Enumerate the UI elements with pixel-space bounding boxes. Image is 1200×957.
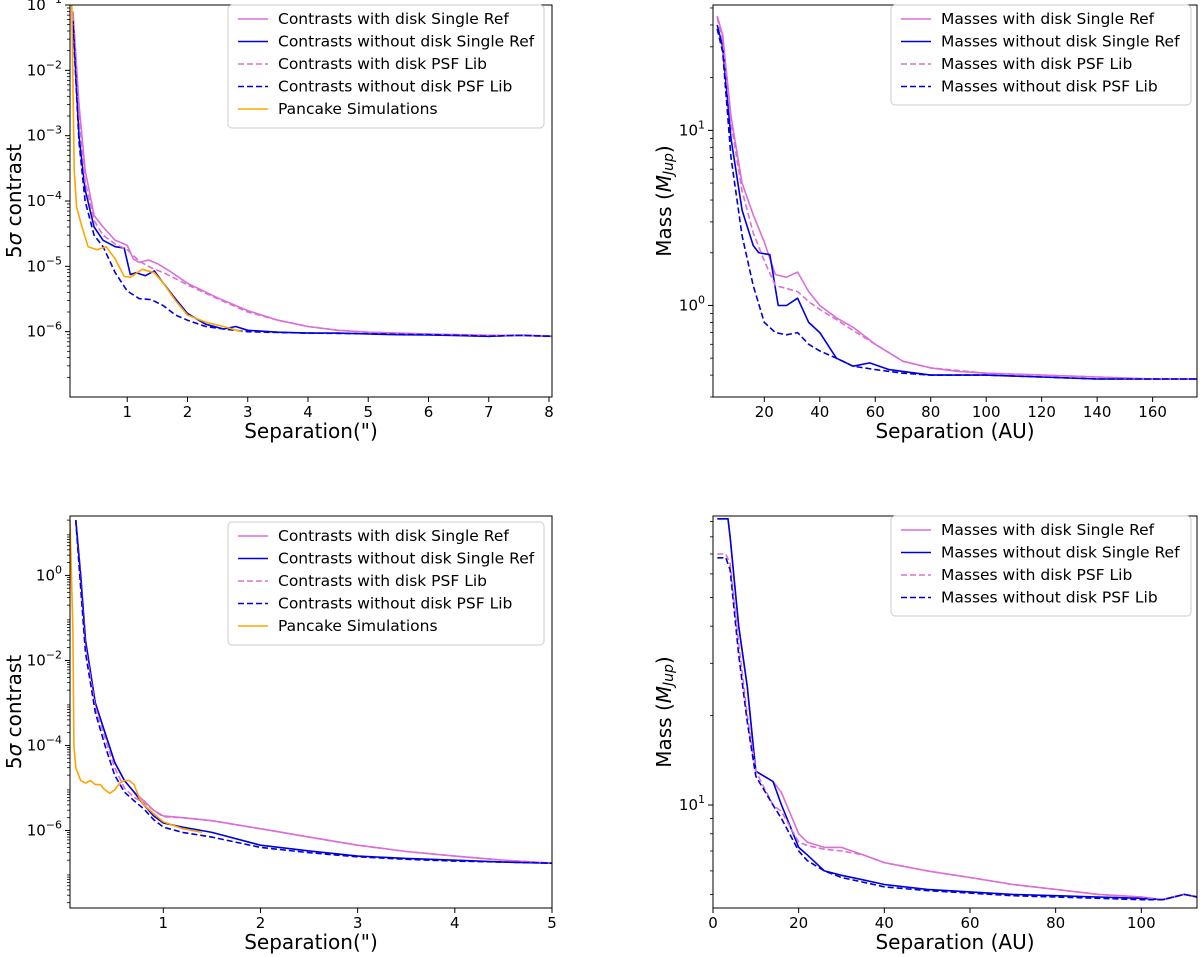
series-group xyxy=(716,15,1197,380)
legend-label-3: Masses without disk PSF Lib xyxy=(941,78,1158,96)
y-tick-label: 100 xyxy=(679,293,705,314)
x-tick-label: 100 xyxy=(972,403,1001,421)
y-tick-label: 10−5 xyxy=(27,254,62,275)
series-line-4 xyxy=(70,520,203,834)
y-tick-label: 10−4 xyxy=(27,733,62,754)
y-axis-label: Mass (MJup) xyxy=(652,656,677,767)
legend-frame xyxy=(227,4,545,129)
x-tick-label: 140 xyxy=(1083,403,1112,421)
y-tick-label: 10−6 xyxy=(27,320,62,341)
legend-label-1: Masses without disk Single Ref xyxy=(941,544,1180,562)
legend: Contrasts with disk Single Ref Contrasts … xyxy=(227,521,545,646)
series-line-2 xyxy=(717,553,1197,901)
x-axis-label: Separation (AU) xyxy=(875,419,1034,443)
legend: Contrasts with disk Single Ref Contrasts … xyxy=(227,4,545,129)
series-group xyxy=(70,520,552,864)
chart-bottom-left: 1 2 3 4 5 100 10−2 10−4 10−6 Separation(") 5σ cont… xyxy=(2,515,557,954)
legend-label-2: Masses with disk PSF Lib xyxy=(941,55,1132,73)
y-axis-label: Mass (MJup) xyxy=(652,145,677,256)
x-tick-label: 1 xyxy=(159,914,169,932)
y-tick-label: 10−2 xyxy=(27,58,62,79)
legend-frame xyxy=(890,515,1192,617)
y-axis-label: 5σ contrast xyxy=(2,655,26,769)
legend-label-1: Contrasts without disk Single Ref xyxy=(278,33,535,51)
y-tick-label: 10−6 xyxy=(27,818,62,839)
legend-label-4: Pancake Simulations xyxy=(278,617,438,635)
y-tick-label: 10−3 xyxy=(27,124,62,145)
chart-bottom-right: 0 20 40 60 80 100 101 Separation (AU) Mass (MJup… xyxy=(652,515,1198,954)
series-line-1 xyxy=(75,520,552,864)
legend: Masses with disk Single Ref Masses withou… xyxy=(890,4,1192,106)
x-tick-label: 60 xyxy=(960,914,979,932)
x-tick-label: 0 xyxy=(708,914,718,932)
x-tick-label: 5 xyxy=(547,914,557,932)
legend-frame xyxy=(890,4,1192,106)
legend-label-4: Pancake Simulations xyxy=(278,100,438,118)
x-tick-label: 8 xyxy=(544,403,554,421)
x-tick-label: 40 xyxy=(810,403,829,421)
legend-label-3: Contrasts without disk PSF Lib xyxy=(278,78,512,96)
series-line-3 xyxy=(75,520,552,864)
legend-frame xyxy=(227,521,545,646)
legend-label-1: Contrasts without disk Single Ref xyxy=(278,550,535,568)
x-tick-label: 3 xyxy=(353,914,363,932)
x-tick-label: 1 xyxy=(122,403,132,421)
series-line-3 xyxy=(716,28,1197,380)
y-tick-label: 10−4 xyxy=(27,189,62,210)
x-tick-label: 20 xyxy=(755,403,774,421)
legend-label-3: Masses without disk PSF Lib xyxy=(941,589,1158,607)
x-tick-label: 2 xyxy=(256,914,266,932)
legend-label-0: Contrasts with disk Single Ref xyxy=(278,527,509,545)
x-tick-label: 4 xyxy=(303,403,313,421)
x-tick-label: 3 xyxy=(243,403,253,421)
series-line-1 xyxy=(717,517,1197,901)
x-tick-label: 40 xyxy=(875,914,894,932)
x-tick-label: 60 xyxy=(866,403,885,421)
legend-label-2: Contrasts with disk PSF Lib xyxy=(278,572,487,590)
y-tick-label: 100 xyxy=(36,563,62,584)
legend-label-2: Contrasts with disk PSF Lib xyxy=(278,55,487,73)
x-tick-label: 4 xyxy=(450,914,460,932)
x-tick-label: 80 xyxy=(921,403,940,421)
legend-label-0: Masses with disk Single Ref xyxy=(941,10,1155,28)
y-axis-label: 5σ contrast xyxy=(2,144,26,258)
series-line-2 xyxy=(72,15,552,337)
series-group xyxy=(71,5,552,338)
x-axis-label: Separation (AU) xyxy=(875,930,1034,954)
x-tick-label: 5 xyxy=(363,403,373,421)
x-tick-label: 160 xyxy=(1138,403,1167,421)
series-line-4 xyxy=(71,5,242,333)
x-tick-label: 7 xyxy=(484,403,494,421)
legend-label-0: Contrasts with disk Single Ref xyxy=(278,10,509,28)
legend-label-3: Contrasts without disk PSF Lib xyxy=(278,595,512,613)
y-tick-label: 10−1 xyxy=(27,0,62,14)
x-axis-label: Separation(") xyxy=(244,930,378,954)
y-tick-label: 101 xyxy=(679,793,705,814)
x-tick-label: 100 xyxy=(1127,914,1156,932)
x-tick-label: 2 xyxy=(183,403,193,421)
series-line-2 xyxy=(75,520,552,864)
x-tick-label: 120 xyxy=(1027,403,1056,421)
legend-label-1: Masses without disk Single Ref xyxy=(941,33,1180,51)
legend-label-0: Masses with disk Single Ref xyxy=(941,521,1155,539)
y-tick-label: 10−2 xyxy=(27,648,62,669)
legend: Masses with disk Single Ref Masses withou… xyxy=(890,515,1192,617)
legend-label-2: Masses with disk PSF Lib xyxy=(941,566,1132,584)
series-line-3 xyxy=(72,24,552,338)
x-axis-label: Separation(") xyxy=(244,419,378,443)
chart-top-left: 1 2 3 4 5 6 7 8 10−1 10−2 10−3 10−4 10−5 10−6 Separati… xyxy=(2,0,554,443)
x-tick-label: 6 xyxy=(424,403,434,421)
y-tick-label: 101 xyxy=(679,118,705,139)
series-group xyxy=(717,517,1197,901)
x-tick-label: 20 xyxy=(789,914,808,932)
x-tick-label: 80 xyxy=(1046,914,1065,932)
series-line-3 xyxy=(717,556,1197,901)
series-line-2 xyxy=(716,17,1197,380)
series-line-0 xyxy=(716,15,1197,380)
